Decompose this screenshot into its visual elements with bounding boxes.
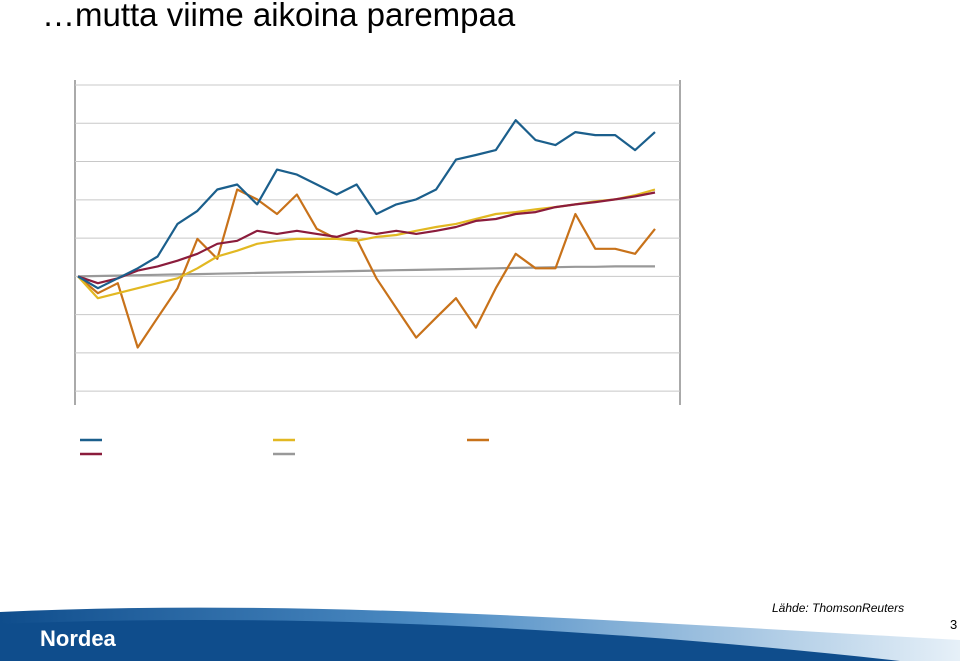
series-line — [77, 265, 655, 278]
footer-band-dark — [0, 620, 900, 661]
series-line — [77, 188, 656, 349]
series-line — [77, 191, 656, 285]
page-number: 3 — [950, 617, 958, 632]
series-line — [77, 119, 656, 290]
slide-title: …mutta viime aikoina parempaa — [42, 0, 516, 33]
source: Lähde: ThomsonReuters — [772, 601, 905, 615]
logo: Nordea — [40, 626, 116, 651]
